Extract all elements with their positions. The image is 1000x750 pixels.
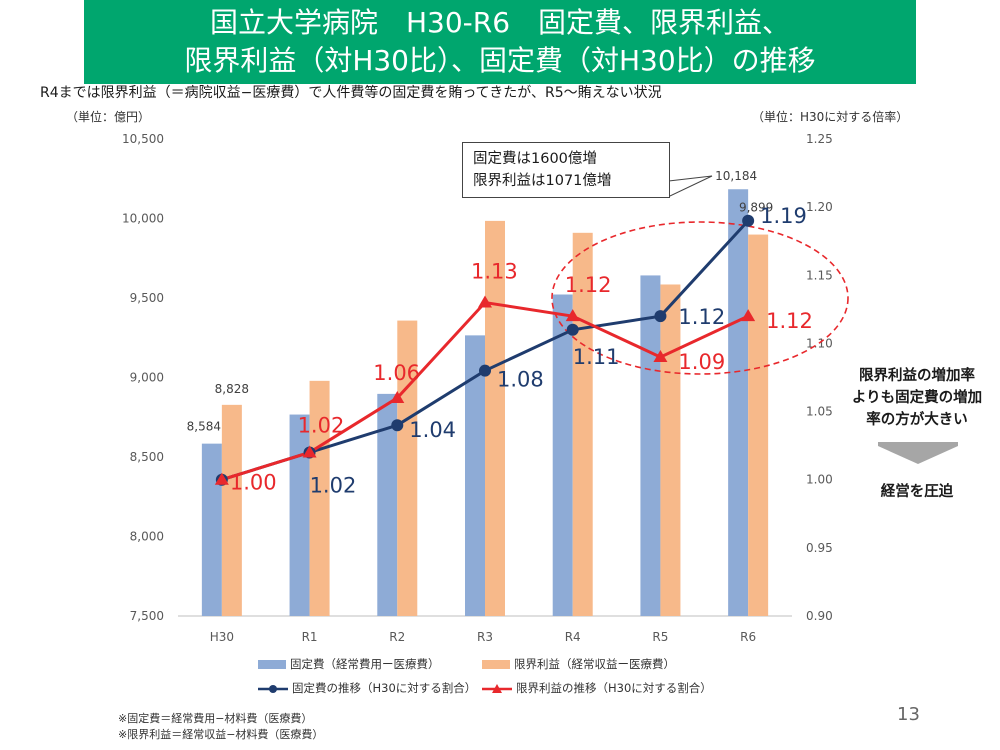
x-tick-label: R5: [652, 630, 668, 644]
fixed-ratio-data-label: 1.12: [678, 305, 725, 329]
slide-title: 国立大学病院 H30-R6 固定費、限界利益、 限界利益（対H30比）、固定費（…: [84, 0, 916, 84]
point-margin-ratio: [653, 350, 668, 363]
slide-subtitle: R4までは限界利益（＝病院収益−医療費）で人件費等の固定費を賄ってきたが、R5〜…: [40, 85, 662, 101]
callout-box: 固定費は1600億増 限界利益は1071億増: [462, 142, 670, 198]
y-left-tick-label: 10,500: [122, 132, 164, 146]
legend-label-margin-ratio: 限界利益の推移（H30に対する割合）: [516, 681, 712, 695]
legend-label-margin: 限界利益（経常収益ー医療費）: [514, 657, 675, 671]
footnote-2: ※限界利益＝経常収益−材料費（医療費）: [118, 728, 324, 741]
y-left-tick-label: 7,500: [130, 609, 164, 623]
x-tick-label: R3: [477, 630, 493, 644]
margin-ratio-data-label: 1.00: [230, 471, 277, 495]
callout-line-1: 固定費は1600億増: [473, 151, 597, 167]
legend-item-fixed-ratio: 固定費の推移（H30に対する割合）: [258, 680, 476, 696]
right-axis-unit: （単位：H30に対する倍率）: [752, 110, 909, 124]
title-line-2: 限界利益（対H30比）、固定費（対H30比）の推移: [184, 44, 816, 77]
bar-margin: [485, 220, 505, 616]
margin-ratio-data-label: 1.13: [471, 260, 518, 284]
fixed-ratio-data-label: 1.19: [760, 204, 807, 228]
y-right-tick-label: 1.20: [806, 200, 833, 214]
y-right-tick-label: 1.00: [806, 473, 833, 487]
point-margin-ratio: [565, 309, 580, 322]
bar-margin: [660, 284, 681, 616]
x-tick-label: R1: [302, 630, 318, 644]
margin-ratio-data-label: 1.06: [373, 361, 420, 385]
y-right-tick-label: 0.95: [806, 541, 833, 555]
legend-line-fixed-ratio: [258, 681, 288, 697]
left-axis-unit: （単位：億円）: [66, 110, 151, 124]
side-note-line-3: 率の方が大きい: [866, 412, 968, 428]
y-left-tick-label: 8,000: [130, 530, 164, 544]
point-margin-ratio: [214, 472, 229, 485]
y-right-tick-label: 0.90: [806, 609, 833, 623]
point-fixed-ratio: [742, 214, 755, 227]
bar-data-label: 8,828: [215, 382, 249, 396]
legend-item-margin-ratio: 限界利益の推移（H30に対する割合）: [482, 680, 712, 696]
bar-fixed-cost: [377, 393, 398, 616]
legend-swatch-margin: [482, 660, 510, 669]
title-line-1: 国立大学病院 H30-R6 固定費、限界利益、: [209, 6, 791, 39]
legend-item-margin: 限界利益（経常収益ー医療費）: [482, 656, 675, 672]
point-fixed-ratio: [479, 364, 491, 377]
y-left-tick-label: 9,500: [130, 291, 164, 305]
margin-ratio-data-label: 1.02: [298, 413, 345, 437]
point-fixed-ratio: [566, 323, 579, 336]
y-right-tick-label: 1.15: [806, 268, 833, 282]
point-margin-ratio: [302, 445, 317, 458]
y-right-tick-label: 1.05: [806, 405, 833, 419]
x-tick-label: R4: [565, 630, 581, 644]
point-fixed-ratio: [654, 310, 667, 323]
point-margin-ratio: [741, 309, 756, 322]
legend-item-fixed-cost: 固定費（経常費用ー医療費）: [258, 656, 440, 672]
down-arrow-icon-bar: [878, 442, 958, 446]
bar-data-label: 10,184: [715, 169, 757, 183]
x-tick-label: R6: [740, 630, 756, 644]
y-left-tick-label: 9,000: [130, 371, 164, 385]
bar-fixed-cost: [201, 443, 222, 616]
bar-fixed-cost: [552, 294, 573, 616]
x-tick-label: R2: [389, 630, 405, 644]
bar-margin: [748, 234, 769, 616]
down-arrow-icon: [878, 446, 958, 464]
fixed-ratio-data-label: 1.08: [497, 368, 544, 392]
bar-data-label: 8,584: [187, 420, 221, 434]
y-left-tick-label: 8,500: [130, 450, 164, 464]
y-left-tick-label: 10,000: [122, 212, 164, 226]
bar-fixed-cost: [640, 275, 661, 616]
legend-label-fixed-cost: 固定費（経常費用ー医療費）: [290, 657, 440, 671]
fixed-ratio-data-label: 1.02: [310, 473, 357, 497]
x-tick-label: H30: [210, 630, 234, 644]
callout-line-2: 限界利益は1071億増: [473, 173, 612, 189]
bar-margin: [221, 404, 242, 616]
bar-margin: [309, 380, 330, 616]
footnote-1: ※固定費＝経常費用−材料費（医療費）: [118, 712, 313, 725]
legend-line-margin-ratio: [482, 681, 512, 697]
side-note: 限界利益の増加率 よりも固定費の増加 率の方が大きい: [832, 365, 1000, 431]
point-margin-ratio: [478, 295, 492, 308]
bar-fixed-cost: [289, 414, 310, 616]
point-fixed-ratio: [391, 419, 404, 432]
y-right-tick-label: 1.25: [806, 132, 833, 146]
page-number: 13: [897, 704, 920, 725]
legend-swatch-fixed-cost: [258, 660, 286, 669]
side-note-line-1: 限界利益の増加率: [859, 368, 975, 384]
bar-fixed-cost: [728, 189, 749, 616]
margin-ratio-data-label: 1.12: [766, 309, 813, 333]
margin-ratio-data-label: 1.12: [565, 273, 612, 297]
side-result: 経営を圧迫: [880, 484, 954, 500]
legend-label-fixed-ratio: 固定費の推移（H30に対する割合）: [292, 681, 477, 695]
side-note-line-2: よりも固定費の増加: [851, 390, 983, 406]
bar-fixed-cost: [465, 335, 485, 616]
fixed-ratio-data-label: 1.04: [409, 418, 456, 442]
highlight-ellipse: [551, 221, 849, 375]
margin-ratio-data-label: 1.09: [678, 350, 725, 374]
point-margin-ratio: [390, 390, 405, 403]
bar-data-label: 9,899: [739, 201, 773, 215]
fixed-ratio-data-label: 1.11: [573, 345, 620, 369]
